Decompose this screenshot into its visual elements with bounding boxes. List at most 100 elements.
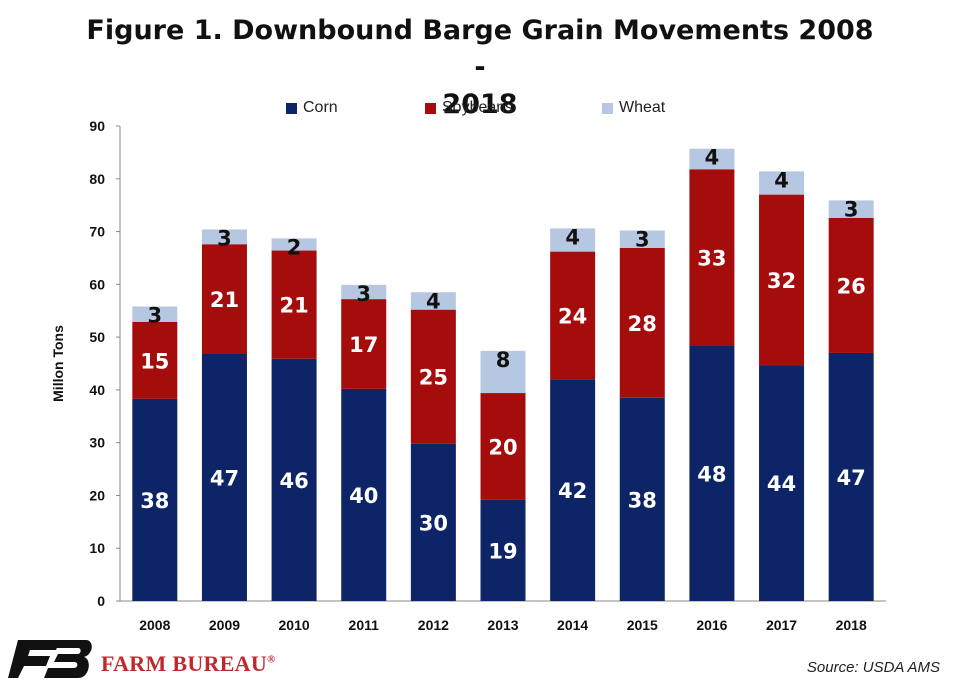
y-tick-label: 30: [89, 435, 105, 451]
bar-soybeans-2008: [132, 321, 178, 399]
y-tick-label: 10: [89, 540, 105, 556]
bar-soybeans-2012: [410, 309, 456, 444]
bar-wheat-2010: [271, 238, 317, 251]
data-label-soybeans-2012: 25: [419, 366, 448, 390]
bar-corn-2016: [689, 345, 735, 601]
bar-soybeans-2009: [201, 244, 247, 354]
brand-name: FARM BUREAU: [101, 651, 268, 676]
bar-wheat-2008: [132, 306, 178, 322]
data-label-soybeans-2014: 24: [558, 304, 587, 328]
bar-corn-2013: [480, 499, 526, 601]
data-label-soybeans-2013: 20: [488, 435, 517, 459]
bar-corn-2011: [341, 388, 387, 601]
bar-corn-2008: [132, 398, 178, 601]
bar-corn-2017: [759, 365, 805, 601]
bar-wheat-2016: [689, 148, 735, 170]
data-label-soybeans-2011: 17: [349, 333, 378, 357]
bar-soybeans-2010: [271, 250, 317, 359]
legend-label-wheat: Wheat: [619, 99, 666, 116]
data-label-wheat-2012: 4: [426, 289, 441, 313]
bar-wheat-2011: [341, 284, 387, 300]
data-label-soybeans-2008: 15: [140, 349, 169, 373]
brand-registered-mark: ®: [267, 653, 276, 666]
y-tick-label: 20: [89, 487, 105, 503]
x-tick-label: 2015: [627, 617, 658, 633]
legend-swatch-wheat: [602, 102, 613, 114]
legend-label-corn: Corn: [303, 99, 338, 116]
data-label-soybeans-2009: 21: [210, 288, 239, 312]
y-tick-label: 80: [89, 171, 105, 187]
x-tick-label: 2017: [766, 617, 797, 633]
x-tick-label: 2010: [279, 617, 310, 633]
y-tick-label: 50: [89, 329, 105, 345]
bar-soybeans-2013: [480, 393, 526, 500]
y-tick-label: 40: [89, 382, 105, 398]
bar-wheat-2018: [828, 200, 874, 218]
data-label-corn-2011: 40: [349, 484, 378, 508]
legend-item-corn: Corn: [286, 99, 338, 117]
bar-wheat-2014: [550, 228, 596, 252]
x-tick-label: 2014: [557, 617, 588, 633]
bar-soybeans-2018: [828, 217, 874, 353]
data-label-corn-2012: 30: [419, 511, 448, 535]
x-tick-label: 2016: [696, 617, 727, 633]
farm-bureau-logo-icon: [8, 640, 92, 678]
bar-soybeans-2014: [550, 251, 596, 380]
y-tick-label: 70: [89, 224, 105, 240]
data-label-wheat-2015: 3: [635, 228, 650, 252]
bar-soybeans-2015: [619, 247, 665, 398]
bar-corn-2009: [201, 354, 247, 601]
data-label-corn-2017: 44: [767, 472, 796, 496]
data-label-wheat-2017: 4: [774, 168, 789, 192]
data-label-wheat-2010: 2: [287, 235, 302, 259]
data-label-wheat-2018: 3: [844, 197, 859, 221]
chart-legend: Corn Soybeans Wheat: [0, 99, 954, 119]
data-label-corn-2016: 48: [697, 462, 726, 486]
data-label-wheat-2013: 8: [496, 348, 511, 372]
chart-title-line-1: Figure 1. Downbound Barge Grain Movement…: [86, 15, 874, 83]
farm-bureau-brand: FARM BUREAU®: [101, 651, 276, 677]
legend-swatch-corn: [286, 102, 297, 114]
x-tick-label: 2011: [349, 617, 380, 633]
bar-soybeans-2011: [341, 299, 387, 389]
bar-wheat-2009: [201, 229, 247, 245]
y-tick-label: 90: [89, 118, 105, 134]
data-label-wheat-2009: 3: [217, 226, 232, 250]
data-label-corn-2018: 47: [837, 466, 866, 490]
bar-wheat-2013: [480, 350, 526, 394]
data-label-corn-2015: 38: [628, 488, 657, 512]
data-label-soybeans-2016: 33: [697, 246, 726, 270]
x-tick-label: 2018: [836, 617, 867, 633]
bar-corn-2014: [550, 379, 596, 601]
data-label-corn-2013: 19: [488, 539, 517, 563]
bar-corn-2012: [410, 443, 456, 601]
y-axis-title: Millon Tons: [50, 325, 66, 402]
bar-soybeans-2016: [689, 169, 735, 346]
bar-soybeans-2017: [759, 194, 805, 366]
legend-label-soybeans: Soybeans: [442, 99, 514, 116]
x-tick-label: 2013: [487, 617, 518, 633]
legend-item-wheat: Wheat: [602, 99, 665, 117]
bar-corn-2018: [828, 352, 874, 601]
x-tick-label: 2008: [139, 617, 170, 633]
chart-title-line-2: 2018: [442, 89, 518, 120]
data-label-wheat-2008: 3: [148, 304, 163, 328]
data-label-soybeans-2010: 21: [279, 294, 308, 318]
legend-item-soybeans: Soybeans: [425, 99, 513, 117]
y-tick-label: 0: [97, 593, 105, 609]
x-tick-label: 2009: [209, 617, 240, 633]
data-label-corn-2009: 47: [210, 467, 239, 491]
bar-corn-2010: [271, 358, 317, 601]
data-label-wheat-2014: 4: [565, 225, 580, 249]
data-label-soybeans-2015: 28: [628, 312, 657, 336]
data-label-soybeans-2017: 32: [767, 269, 796, 293]
data-label-soybeans-2018: 26: [837, 274, 866, 298]
bar-corn-2015: [619, 397, 665, 601]
bar-wheat-2015: [619, 230, 665, 248]
chart-title: Figure 1. Downbound Barge Grain Movement…: [80, 12, 880, 123]
bar-wheat-2017: [759, 171, 805, 195]
x-tick-label: 2012: [418, 617, 449, 633]
data-label-wheat-2011: 3: [356, 282, 371, 306]
source-note: Source: USDA AMS: [806, 659, 940, 676]
